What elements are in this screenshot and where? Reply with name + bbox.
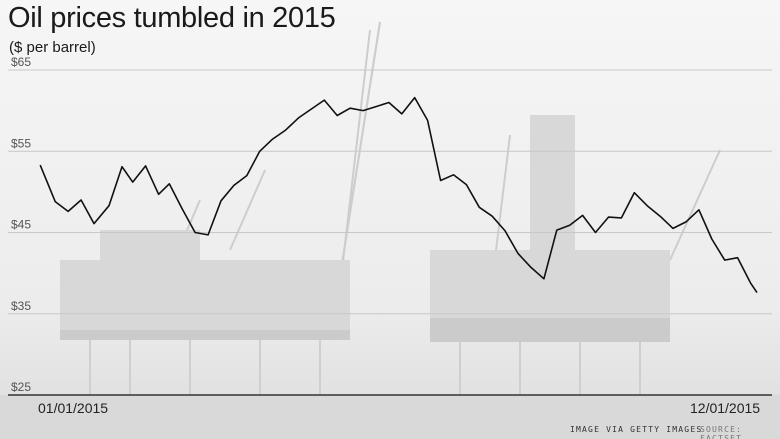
price-line	[39, 96, 758, 294]
y-tick-label: $45	[11, 218, 31, 232]
gridlines	[8, 69, 772, 396]
source-credit: SOURCE: FACTSET	[700, 425, 743, 439]
image-credit: IMAGE VIA GETTY IMAGES	[570, 425, 703, 434]
chart-subtitle: ($ per barrel)	[9, 39, 96, 56]
y-tick-label: $25	[11, 380, 31, 394]
y-tick-label: $35	[11, 299, 31, 313]
x-start-label: 01/01/2015	[38, 400, 109, 416]
y-tick-label: $65	[11, 55, 31, 69]
y-axis-ticks: $25 $35 $45 $55 $65	[11, 55, 31, 394]
page-title: Oil prices tumbled in 2015	[8, 2, 336, 34]
x-end-label: 12/01/2015	[690, 400, 761, 416]
y-tick-label: $55	[11, 136, 31, 150]
series-layer	[39, 96, 758, 294]
